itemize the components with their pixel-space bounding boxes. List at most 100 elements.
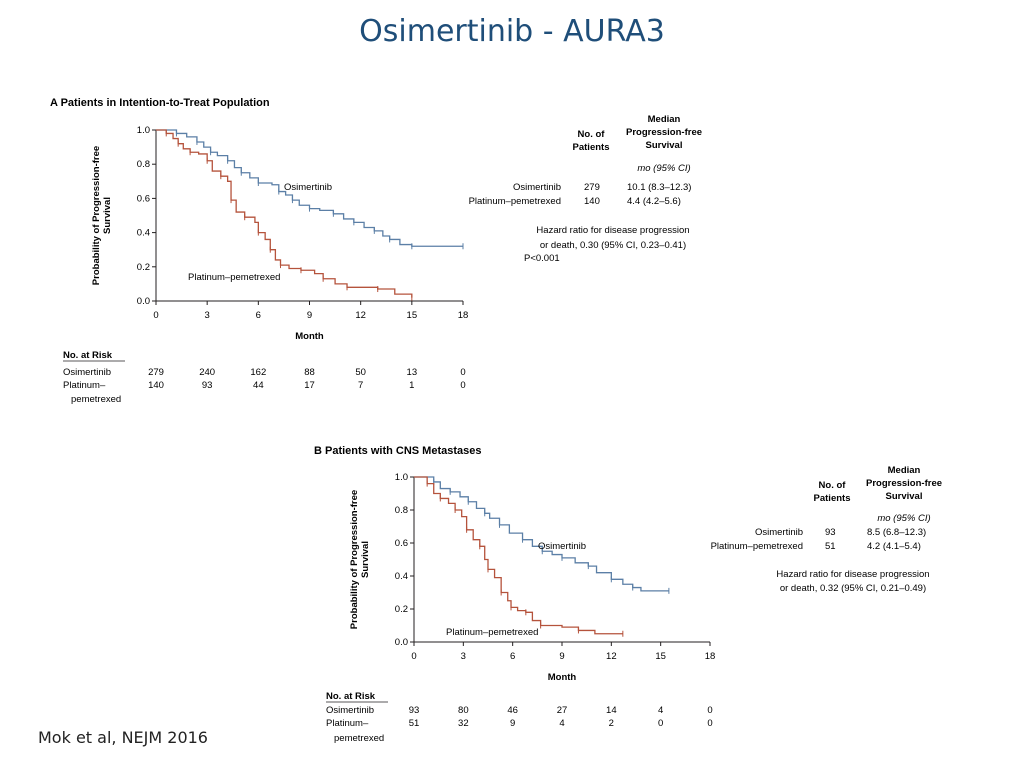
panel-b-legend-header-patients: No. of	[819, 480, 847, 491]
panel-b-y-tick-label: 0.4	[395, 571, 408, 582]
panel-a-x-tick-label: 18	[458, 310, 469, 321]
panel-b-at-risk-label: pemetrexed	[334, 733, 384, 744]
panel-b-at-risk-value: 4	[658, 705, 663, 716]
panel-a-legend-n: 279	[584, 182, 600, 193]
panel-a-at-risk-value: 7	[358, 380, 363, 391]
panel-a-at-risk-value: 13	[407, 367, 418, 378]
panel-a-x-label: Month	[295, 331, 324, 342]
panel-b-legend-header-median: Median	[888, 465, 921, 476]
panel-b-at-risk-label: Osimertinib	[326, 705, 374, 716]
panel-b-x-tick-label: 18	[705, 651, 716, 662]
panel-b-y-label: Probability of Progression-free	[349, 490, 360, 629]
panel-b-hazard-ratio: Hazard ratio for disease progression	[776, 569, 929, 580]
panel-b-hazard-ratio: or death, 0.32 (95% CI, 0.21–0.49)	[780, 583, 926, 594]
panel-a-at-risk-title: No. at Risk	[63, 350, 113, 361]
panel-a-at-risk-value: 240	[199, 367, 215, 378]
panel-a-y-tick-label: 0.0	[137, 296, 150, 307]
panel-b-at-risk-value: 0	[707, 718, 712, 729]
panel-b-x-tick-label: 9	[559, 651, 564, 662]
panel-a-x-tick-label: 0	[153, 310, 158, 321]
panel-b-at-risk-value: 46	[507, 705, 518, 716]
panel-b-y-tick-label: 0.2	[395, 604, 408, 615]
panel-a-y-tick-label: 1.0	[137, 125, 150, 136]
panel-b-at-risk-value: 2	[609, 718, 614, 729]
panel-a-at-risk-value: 162	[250, 367, 266, 378]
panel-b-at-risk-value: 27	[557, 705, 568, 716]
panel-b-legend-n: 51	[825, 541, 836, 552]
panel-b-at-risk-value: 9	[510, 718, 515, 729]
panel-b-series-platinum-pemetrexed-curve	[414, 476, 623, 635]
panel-b-x-tick-label: 6	[510, 651, 515, 662]
panel-a-y-tick-label: 0.8	[137, 159, 150, 170]
panel-a-hazard-ratio: Hazard ratio for disease progression	[536, 225, 689, 236]
panel-a-at-risk-value: 1	[409, 380, 414, 391]
slide-title: Osimertinib - AURA3	[359, 14, 665, 49]
panel-a-legend-arm: Osimertinib	[513, 182, 561, 193]
panel-b-series-osimertinib-curve	[414, 476, 669, 592]
panel-b-x-tick-label: 0	[411, 651, 416, 662]
panel-a-legend-n: 140	[584, 196, 600, 207]
panel-a-legend-units: mo (95% CI)	[637, 163, 690, 174]
panel-b-y-tick-label: 0.6	[395, 538, 408, 549]
panel-a-y-tick-label: 0.2	[137, 262, 150, 273]
panel-a-legend-header-median: Median	[648, 114, 681, 125]
panel-a-at-risk-value: 88	[304, 367, 315, 378]
panel-a-legend-median: 4.4 (4.2–5.6)	[627, 196, 681, 207]
panel-a-at-risk-value: 93	[202, 380, 213, 391]
panel-a-title: A Patients in Intention-to-Treat Populat…	[50, 97, 270, 109]
panel-b-at-risk-title: No. at Risk	[326, 691, 376, 702]
panel-a-curve-label: Osimertinib	[284, 182, 332, 193]
panel-a-y-tick-label: 0.4	[137, 228, 150, 239]
panel-b-legend-header-median: Progression-free	[866, 478, 942, 489]
panel-a-curve-label: Platinum–pemetrexed	[188, 272, 280, 283]
panel-b-legend-arm: Osimertinib	[755, 527, 803, 538]
panel-b-x-tick-label: 15	[655, 651, 666, 662]
panel-b-y-tick-label: 1.0	[395, 472, 408, 483]
panel-b-at-risk-value: 51	[409, 718, 420, 729]
panel-a-x-tick-label: 3	[205, 310, 210, 321]
panel-a-at-risk-value: 0	[460, 367, 465, 378]
panel-b-y-label: Survival	[360, 541, 371, 578]
panel-a-legend-header-patients: No. of	[578, 129, 606, 140]
panel-a-legend-header-median: Survival	[646, 140, 683, 151]
panel-b-at-risk-value: 93	[409, 705, 420, 716]
panel-a-x-tick-label: 6	[256, 310, 261, 321]
panel-b-curve-label: Osimertinib	[538, 541, 586, 552]
panel-b-at-risk-value: 32	[458, 718, 469, 729]
panel-a-hazard-ratio: or death, 0.30 (95% CI, 0.23–0.41)	[540, 240, 686, 251]
panel-b-legend-median: 4.2 (4.1–5.4)	[867, 541, 921, 552]
panel-a-at-risk-label: Platinum–	[63, 380, 106, 391]
panel-a-x-tick-label: 12	[355, 310, 366, 321]
panel-b-y-tick-label: 0.8	[395, 505, 408, 516]
panel-b-at-risk-value: 80	[458, 705, 469, 716]
panel-a-at-risk-value: 44	[253, 380, 264, 391]
panel-a-legend-arm: Platinum–pemetrexed	[469, 196, 561, 207]
citation: Mok et al, NEJM 2016	[38, 728, 208, 747]
panel-a-at-risk-value: 279	[148, 367, 164, 378]
panel-b-curve-label: Platinum–pemetrexed	[446, 627, 538, 638]
panel-b-legend-header-patients: Patients	[814, 493, 851, 504]
panel-b-at-risk-value: 4	[559, 718, 564, 729]
panel-a-legend-median: 10.1 (8.3–12.3)	[627, 182, 691, 193]
panel-b-legend-header-median: Survival	[886, 491, 923, 502]
panel-a-y-label: Survival	[102, 197, 113, 234]
panel-a-legend-header-patients: Patients	[573, 142, 610, 153]
panel-b-at-risk-label: Platinum–	[326, 718, 369, 729]
panel-a-at-risk-label: pemetrexed	[71, 394, 121, 405]
panel-a-p-value: P<0.001	[524, 253, 560, 264]
panel-b-title: B Patients with CNS Metastases	[314, 445, 482, 457]
panel-b-legend-arm: Platinum–pemetrexed	[711, 541, 803, 552]
panel-b-legend-median: 8.5 (6.8–12.3)	[867, 527, 926, 538]
panel-b-at-risk-value: 14	[606, 705, 617, 716]
panel-a-legend-header-median: Progression-free	[626, 127, 702, 138]
panel-b-y-tick-label: 0.0	[395, 637, 408, 648]
panel-b-x-tick-label: 3	[461, 651, 466, 662]
panel-b-x-label: Month	[548, 672, 577, 683]
panel-b-x-tick-label: 12	[606, 651, 617, 662]
panel-a-at-risk-value: 140	[148, 380, 164, 391]
panel-a-at-risk-value: 0	[460, 380, 465, 391]
panel-a-x-tick-label: 9	[307, 310, 312, 321]
panel-b-at-risk-value: 0	[658, 718, 663, 729]
panel-a-at-risk-value: 17	[304, 380, 315, 391]
